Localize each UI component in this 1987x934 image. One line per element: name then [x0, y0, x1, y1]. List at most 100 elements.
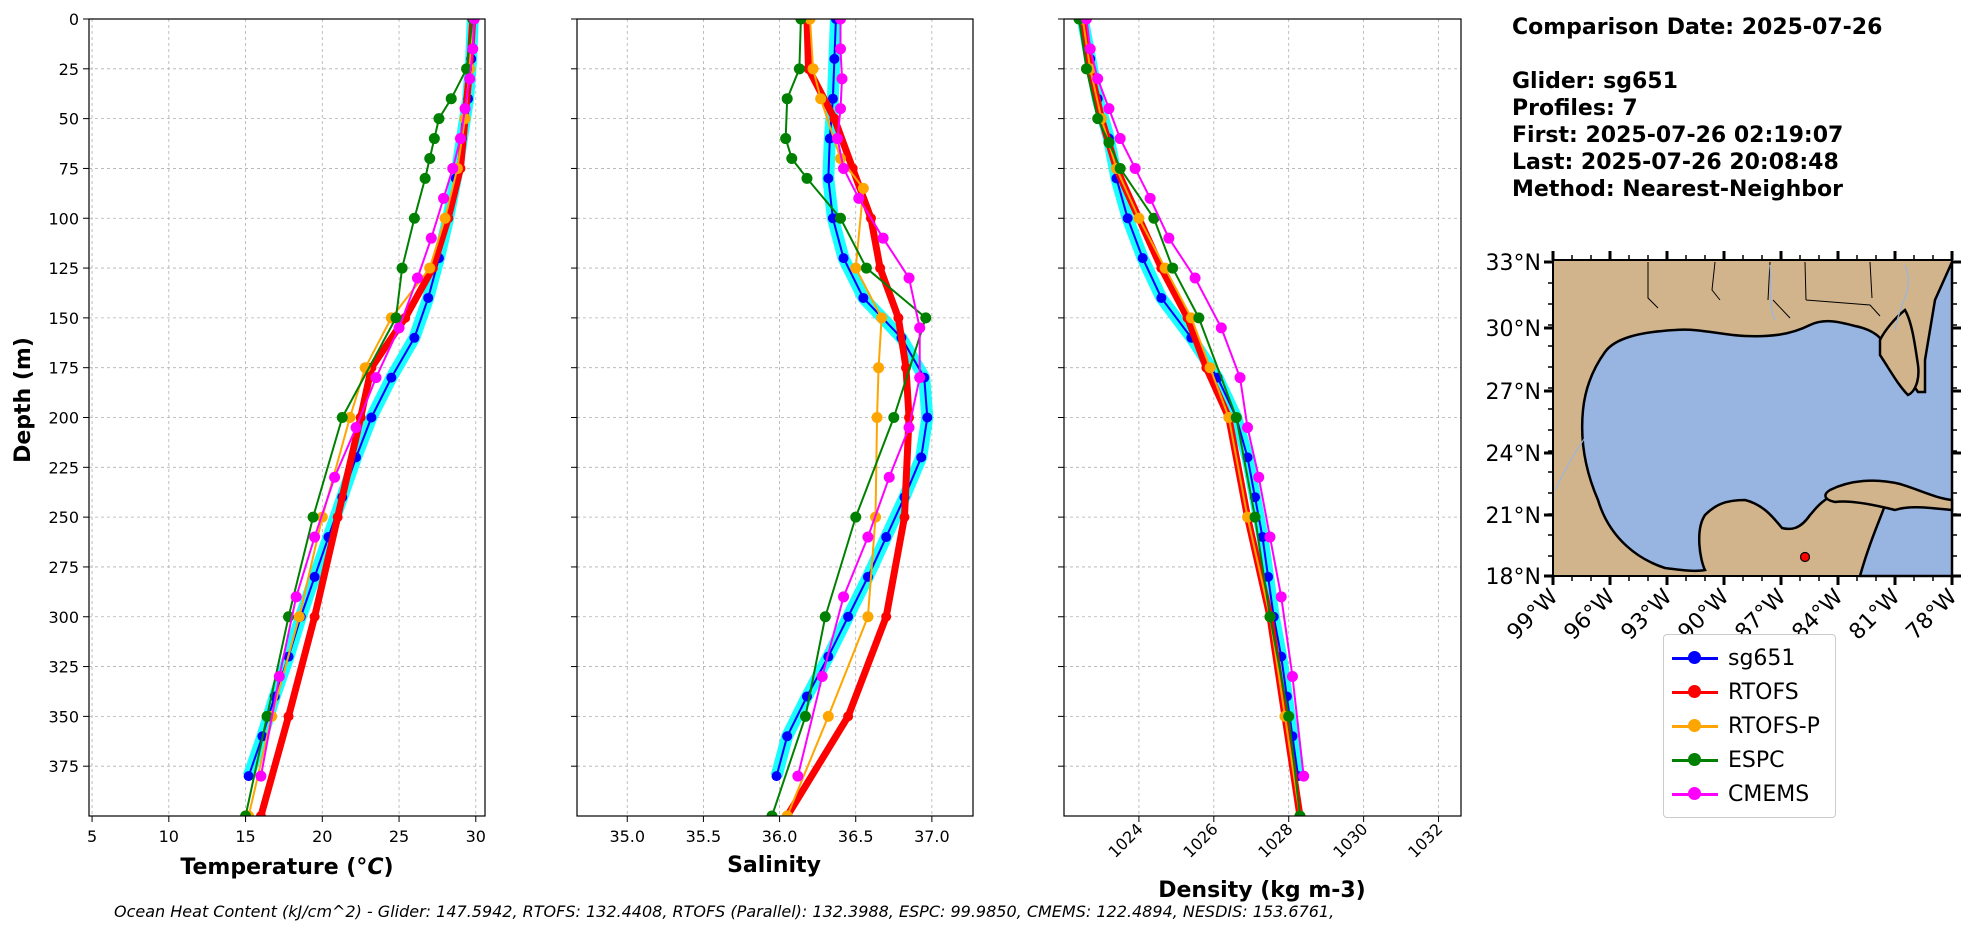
- data-point-cmems: [877, 232, 889, 244]
- data-point-rtofs: [283, 711, 294, 722]
- data-point-cmems: [1264, 531, 1276, 543]
- data-point-rtofs-p: [815, 93, 827, 105]
- lon-tick-label: 81°W: [1845, 584, 1906, 645]
- state-borders: [1647, 261, 1881, 319]
- map-frame: [1552, 259, 1953, 577]
- data-point-cmems: [447, 162, 459, 174]
- data-point-cmems: [425, 232, 437, 244]
- x-tick-label: 15: [235, 827, 255, 846]
- y-tick-label: 275: [48, 558, 79, 577]
- data-point-cmems: [831, 133, 843, 145]
- data-point-espc: [786, 152, 798, 164]
- data-point-espc: [445, 93, 457, 105]
- data-point-sg651: [366, 412, 377, 423]
- data-point-cmems: [411, 272, 423, 284]
- data-point-cmems: [914, 322, 926, 334]
- legend-item-rtofs-p: RTOFS-P: [1672, 709, 1827, 743]
- data-point-sg651: [843, 611, 854, 622]
- data-point-cmems: [1080, 19, 1092, 25]
- data-point-espc: [1264, 611, 1276, 623]
- data-point-espc: [795, 19, 807, 25]
- series-line-sg651: [775, 19, 929, 777]
- data-point-espc: [1103, 137, 1115, 149]
- data-point-sg651: [423, 292, 434, 303]
- y-tick-label: 150: [48, 309, 79, 328]
- data-point-rtofs-p: [781, 810, 793, 816]
- data-point-cmems: [1298, 770, 1310, 782]
- data-point-sg651: [827, 93, 838, 104]
- y-tick-label: 350: [48, 707, 79, 726]
- legend-label: CMEMS: [1728, 781, 1810, 807]
- data-point-espc: [1080, 63, 1092, 75]
- legend-label: RTOFS-P: [1728, 713, 1820, 739]
- data-point-espc: [781, 93, 793, 105]
- profile-count: Profiles: 7: [1512, 96, 1638, 121]
- data-point-espc: [766, 810, 778, 816]
- data-point-espc: [396, 262, 408, 274]
- data-point-sg651: [386, 372, 397, 383]
- data-point-espc: [801, 172, 813, 184]
- x-tick-label: 30: [466, 827, 486, 846]
- data-point-sg651: [1156, 292, 1167, 303]
- data-point-espc: [424, 152, 436, 164]
- y-tick-label: 25: [59, 60, 79, 79]
- x-tick-label: 1024: [1105, 819, 1147, 861]
- data-point-rtofs-p: [876, 312, 888, 324]
- data-point-espc: [1167, 262, 1179, 274]
- data-point-espc: [428, 133, 440, 145]
- legend-item-espc: ESPC: [1672, 743, 1827, 777]
- data-point-cmems: [273, 671, 285, 683]
- legend-label: sg651: [1728, 645, 1796, 671]
- data-point-sg651: [1263, 571, 1274, 582]
- data-point-espc: [390, 312, 402, 324]
- legend-swatch: [1672, 787, 1718, 801]
- data-point-cmems: [370, 372, 382, 384]
- data-point-cmems: [468, 19, 480, 25]
- data-point-rtofs-p: [293, 611, 305, 623]
- data-point-cmems: [1189, 272, 1201, 284]
- data-point-cmems: [914, 372, 926, 384]
- temperature-panel: 5 10 15 20 25 3002550751001251501752002252502…: [48, 10, 486, 846]
- data-point-espc: [1148, 212, 1160, 224]
- data-point-cmems: [290, 591, 302, 603]
- data-point-espc: [1092, 113, 1104, 125]
- lat-tick-label: 27°N: [1486, 380, 1541, 405]
- data-point-cmems: [903, 272, 915, 284]
- data-point-rtofs: [829, 113, 840, 124]
- legend: sg651 RTOFS RTOFS-P ESPC CMEMS: [1663, 634, 1836, 818]
- data-point-cmems: [1129, 162, 1141, 174]
- data-point-espc: [461, 63, 473, 75]
- data-point-rtofs: [893, 312, 904, 323]
- data-point-espc: [336, 412, 348, 423]
- x-tick-label: 10: [159, 827, 179, 846]
- data-point-sg651: [771, 771, 782, 782]
- y-tick-label: 200: [48, 409, 79, 428]
- data-point-rtofs-p: [344, 412, 356, 423]
- data-point-rtofs: [309, 611, 320, 622]
- data-point-cmems: [1242, 421, 1254, 433]
- x-tick-label: 1030: [1329, 819, 1371, 861]
- data-point-cmems: [454, 133, 466, 145]
- data-point-espc: [433, 113, 445, 125]
- data-point-cmems: [438, 192, 450, 204]
- data-point-cmems: [1084, 43, 1096, 55]
- data-point-cmems: [350, 421, 362, 433]
- data-point-sg651: [922, 412, 933, 423]
- data-point-rtofs-p: [857, 182, 869, 194]
- data-point-cmems: [1092, 73, 1104, 85]
- data-point-sg651: [243, 771, 254, 782]
- data-point-cmems: [1275, 591, 1287, 603]
- data-point-sg651: [827, 213, 838, 224]
- lat-tick-label: 30°N: [1486, 317, 1541, 342]
- data-point-sg651: [1257, 532, 1268, 543]
- data-point-cmems: [1144, 192, 1156, 204]
- series-line-espc: [771, 19, 927, 816]
- data-point-cmems: [1253, 471, 1265, 483]
- depth-ylabel: Depth (m): [11, 337, 36, 463]
- legend-label: ESPC: [1728, 747, 1785, 773]
- legend-label: RTOFS: [1728, 679, 1799, 705]
- florida-peninsula: [1878, 308, 1920, 397]
- data-point-sg651: [916, 452, 927, 463]
- data-point-rtofs: [332, 512, 343, 523]
- data-point-rtofs-p: [1204, 362, 1216, 374]
